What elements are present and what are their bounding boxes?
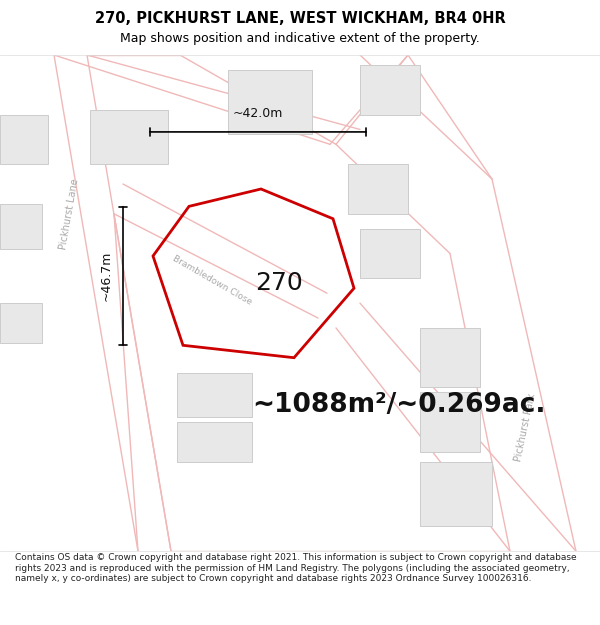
Text: ~42.0m: ~42.0m — [233, 106, 283, 119]
Polygon shape — [420, 392, 480, 452]
Polygon shape — [0, 303, 42, 343]
Polygon shape — [348, 164, 408, 214]
Polygon shape — [420, 328, 480, 388]
Text: 270, PICKHURST LANE, WEST WICKHAM, BR4 0HR: 270, PICKHURST LANE, WEST WICKHAM, BR4 0… — [95, 11, 505, 26]
Text: ~46.7m: ~46.7m — [99, 251, 112, 301]
Text: Pickhurst Lane: Pickhurst Lane — [58, 177, 80, 250]
Polygon shape — [90, 109, 168, 164]
Polygon shape — [0, 204, 42, 249]
Polygon shape — [420, 462, 492, 526]
Text: Pickhurst Park: Pickhurst Park — [513, 392, 537, 462]
Polygon shape — [360, 229, 420, 278]
Text: Brambledown Close: Brambledown Close — [171, 254, 253, 308]
Text: ~1088m²/~0.269ac.: ~1088m²/~0.269ac. — [252, 392, 545, 418]
Polygon shape — [0, 114, 48, 164]
Polygon shape — [360, 65, 420, 114]
Polygon shape — [177, 422, 252, 462]
Text: 270: 270 — [255, 271, 303, 295]
Text: Contains OS data © Crown copyright and database right 2021. This information is : Contains OS data © Crown copyright and d… — [15, 554, 577, 583]
Text: Map shows position and indicative extent of the property.: Map shows position and indicative extent… — [120, 32, 480, 45]
Polygon shape — [177, 372, 252, 418]
Polygon shape — [228, 70, 312, 134]
